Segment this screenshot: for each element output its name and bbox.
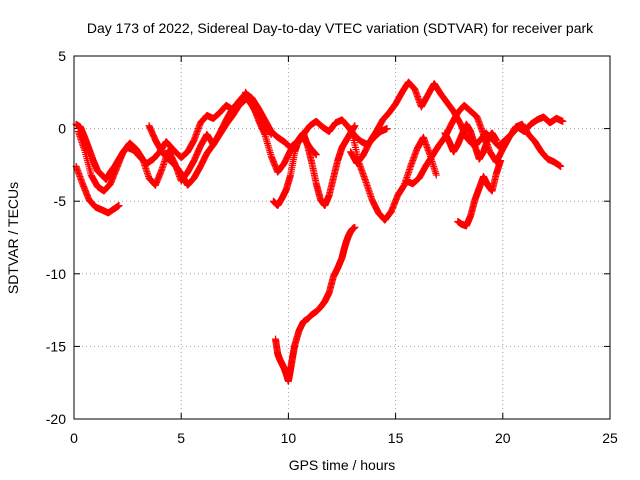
data-point xyxy=(383,125,391,133)
y-tick-label: 5 xyxy=(58,48,66,64)
grid xyxy=(74,56,610,419)
data-point xyxy=(351,223,359,231)
data-point xyxy=(559,117,567,125)
data-point xyxy=(267,130,275,138)
data-point xyxy=(351,122,359,130)
x-axis-label: GPS time / hours xyxy=(289,457,396,473)
plot-frame xyxy=(73,55,611,420)
y-tick-label: -20 xyxy=(46,411,66,427)
series-track-l xyxy=(441,120,500,163)
y-tick-label: -5 xyxy=(54,193,67,209)
series-track-e xyxy=(269,122,359,210)
series-track-i xyxy=(349,132,440,224)
x-tick-label: 20 xyxy=(495,430,511,446)
data-point xyxy=(312,151,320,159)
x-tick-label: 25 xyxy=(602,430,618,446)
y-axis-label: SDTVAR / TECUs xyxy=(5,182,21,294)
series-track-a xyxy=(72,90,391,183)
x-tick-labels: 0 5 10 15 20 25 xyxy=(70,430,618,446)
data-points xyxy=(72,78,567,385)
y-tick-label: 0 xyxy=(58,121,66,137)
series-track-d xyxy=(145,96,250,189)
x-tick-label: 15 xyxy=(388,430,404,446)
data-point xyxy=(115,202,123,210)
data-point xyxy=(557,162,565,170)
chart-title: Day 173 of 2022, Sidereal Day-to-day VTE… xyxy=(87,20,594,36)
y-tick-labels: -20 -15 -10 -5 0 5 xyxy=(46,48,66,427)
series-track-k xyxy=(454,157,505,230)
axis-ticks xyxy=(73,55,611,420)
series-track-g xyxy=(272,223,359,385)
x-tick-label: 10 xyxy=(281,430,297,446)
y-tick-label: -15 xyxy=(46,338,66,354)
data-point xyxy=(432,171,440,179)
series-track-h xyxy=(347,78,567,167)
x-tick-label: 5 xyxy=(177,430,185,446)
series-track-b xyxy=(72,162,123,217)
x-tick-label: 0 xyxy=(70,430,78,446)
series-track-f xyxy=(242,88,320,176)
data-point xyxy=(497,157,505,165)
series-track-j xyxy=(402,101,565,188)
y-tick-label: -10 xyxy=(46,266,66,282)
data-point xyxy=(492,136,500,144)
